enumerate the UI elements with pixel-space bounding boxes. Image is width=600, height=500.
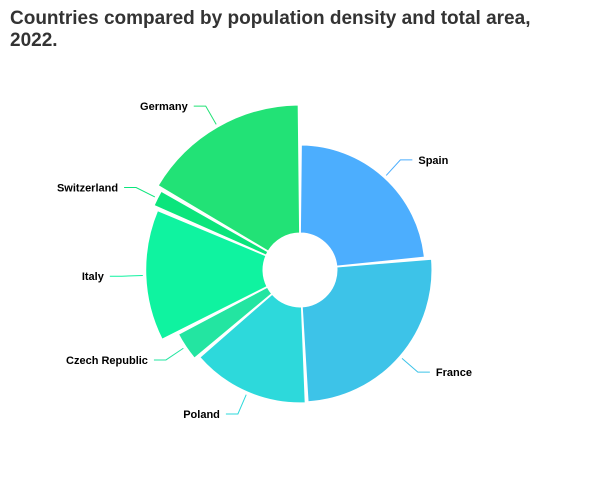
- slice-italy[interactable]: [145, 210, 268, 340]
- slice-switzerland[interactable]: [153, 190, 269, 256]
- connector-czech-republic: [153, 347, 184, 361]
- label-switzerland: Switzerland: [57, 183, 118, 195]
- label-italy: Italy: [82, 271, 105, 283]
- label-czech-republic: Czech Republic: [66, 355, 148, 367]
- slice-labels: Spain France Poland Czech Republic Italy Swit…: [57, 101, 472, 421]
- connector-switzerland: [124, 187, 156, 198]
- chart-title: Countries compared by population density…: [10, 8, 531, 51]
- label-germany: Germany: [140, 101, 189, 113]
- slice-poland[interactable]: [199, 293, 306, 404]
- connector-germany: [193, 105, 217, 125]
- connector-spain: [385, 159, 413, 176]
- pie-slices: [145, 104, 433, 404]
- connector-france: [401, 358, 430, 373]
- connector-italy: [109, 274, 143, 277]
- slice-germany[interactable]: [157, 104, 301, 252]
- slice-czech-republic[interactable]: [177, 286, 273, 359]
- label-france: France: [436, 367, 472, 379]
- label-poland: Poland: [183, 409, 220, 421]
- connector-poland: [225, 394, 247, 415]
- slice-france[interactable]: [301, 258, 433, 403]
- label-spain: Spain: [418, 155, 448, 167]
- slice-spain[interactable]: [299, 144, 425, 267]
